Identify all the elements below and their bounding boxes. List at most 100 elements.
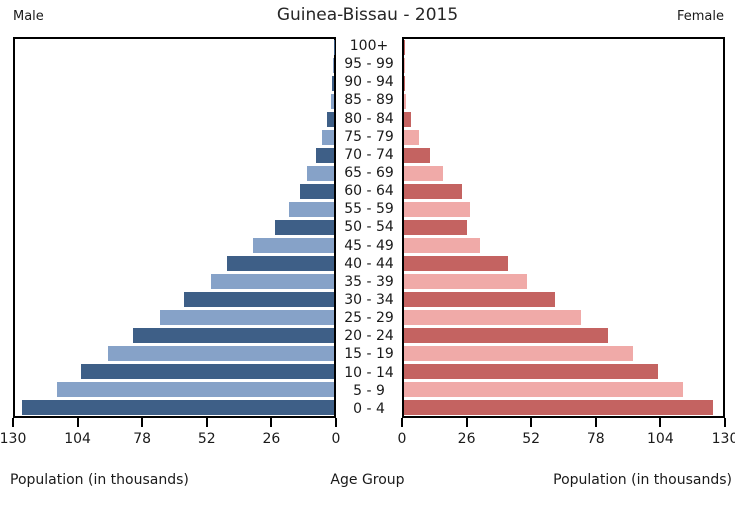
bar-male-65-69 (307, 166, 334, 182)
male-bar-row (15, 362, 334, 380)
age-group-label: 60 - 64 (344, 183, 394, 200)
female-bar-row (404, 344, 723, 362)
bar-male-15-19 (108, 345, 334, 361)
bar-female-50-54 (404, 220, 467, 235)
bar-male-95-99 (333, 58, 334, 74)
bar-female-65-69 (404, 166, 444, 182)
bar-female-5-9 (404, 381, 683, 397)
male-bar-row (15, 272, 334, 290)
bar-male-10-14 (81, 363, 334, 379)
x-tick-label: 78 (133, 431, 152, 447)
male-bar-row (15, 39, 334, 57)
female-bar-row (404, 362, 723, 380)
female-bar-row (404, 380, 723, 398)
male-bar-row (15, 75, 334, 93)
male-bar-row (15, 57, 334, 75)
female-bar-row (404, 39, 723, 57)
male-side-label: Male (13, 9, 44, 24)
age-group-label: 80 - 84 (344, 110, 394, 127)
male-bars (15, 39, 334, 416)
bar-female-80-84 (404, 112, 412, 128)
bar-male-40-44 (227, 255, 334, 271)
female-bar-row (404, 290, 723, 308)
bar-female-15-19 (404, 345, 634, 361)
male-bar-row (15, 308, 334, 326)
male-plot-panel (13, 37, 336, 418)
x-tick-label: 130 (0, 431, 27, 447)
female-bar-row (404, 398, 723, 416)
female-bar-row (404, 93, 723, 111)
bar-male-0-4 (22, 399, 334, 415)
bar-female-30-34 (404, 291, 555, 307)
male-bar-row (15, 344, 334, 362)
bar-male-90-94 (332, 76, 334, 92)
bar-female-35-39 (404, 273, 527, 289)
bar-female-60-64 (404, 184, 462, 200)
bar-female-20-24 (404, 327, 608, 343)
x-tick-label: 0 (397, 431, 407, 447)
male-bar-row (15, 111, 334, 129)
female-bar-row (404, 183, 723, 201)
age-group-label: 35 - 39 (344, 273, 394, 290)
bar-male-50-54 (275, 220, 334, 235)
age-group-label: 15 - 19 (344, 346, 394, 363)
age-group-label: 90 - 94 (344, 74, 394, 91)
bar-female-0-4 (404, 399, 714, 415)
x-tick (335, 418, 337, 427)
bar-male-5-9 (56, 381, 334, 397)
page-title: Guinea-Bissau - 2015 (276, 5, 459, 25)
bar-male-45-49 (253, 237, 334, 253)
age-group-label: 30 - 34 (344, 292, 394, 309)
age-group-label: 25 - 29 (344, 310, 394, 327)
x-tick (530, 418, 533, 427)
female-bar-row (404, 111, 723, 129)
female-bar-row (404, 272, 723, 290)
age-group-label: 95 - 99 (344, 56, 394, 73)
female-bar-row (404, 75, 723, 93)
age-group-label: 20 - 24 (344, 328, 394, 345)
bar-female-10-14 (404, 363, 658, 379)
age-group-label: 65 - 69 (344, 165, 394, 182)
bar-female-85-89 (404, 94, 407, 110)
male-bar-row (15, 165, 334, 183)
x-tick (270, 418, 273, 427)
male-bar-row (15, 398, 334, 416)
bar-female-95-99 (404, 58, 405, 74)
male-bar-row (15, 201, 334, 219)
x-tick-label: 52 (197, 431, 216, 447)
female-bar-row (404, 219, 723, 237)
male-bar-row (15, 326, 334, 344)
age-group-label: 55 - 59 (344, 201, 394, 218)
female-bars (404, 39, 723, 416)
x-tick-label: 104 (64, 431, 91, 447)
male-bar-row (15, 147, 334, 165)
female-plot-panel (402, 37, 725, 418)
bar-female-90-94 (404, 76, 406, 92)
bar-female-40-44 (404, 255, 509, 271)
x-tick (205, 418, 208, 427)
age-group-label: 50 - 54 (344, 219, 394, 236)
bar-male-60-64 (299, 184, 334, 200)
female-bar-row (404, 57, 723, 75)
bar-male-70-74 (315, 148, 334, 164)
age-group-label: 10 - 14 (344, 364, 394, 381)
female-side-label: Female (676, 9, 724, 24)
x-tick (659, 418, 662, 427)
bar-male-75-79 (321, 130, 334, 146)
female-x-tick-labels: 0 26 52 78 104 130 (398, 431, 735, 449)
x-tick (76, 418, 79, 427)
bar-female-70-74 (404, 148, 430, 164)
male-bar-row (15, 219, 334, 237)
bar-female-75-79 (404, 130, 419, 146)
bar-male-25-29 (159, 309, 334, 325)
x-tick (141, 418, 144, 427)
male-bar-row (15, 93, 334, 111)
x-tick (401, 418, 403, 427)
female-axis-caption: Population (in thousands) (553, 472, 732, 488)
female-x-ticks (401, 418, 726, 427)
female-bar-row (404, 129, 723, 147)
age-group-caption: Age Group (330, 472, 405, 488)
x-tick (12, 418, 14, 427)
x-tick (724, 418, 726, 427)
bar-male-30-34 (184, 291, 334, 307)
